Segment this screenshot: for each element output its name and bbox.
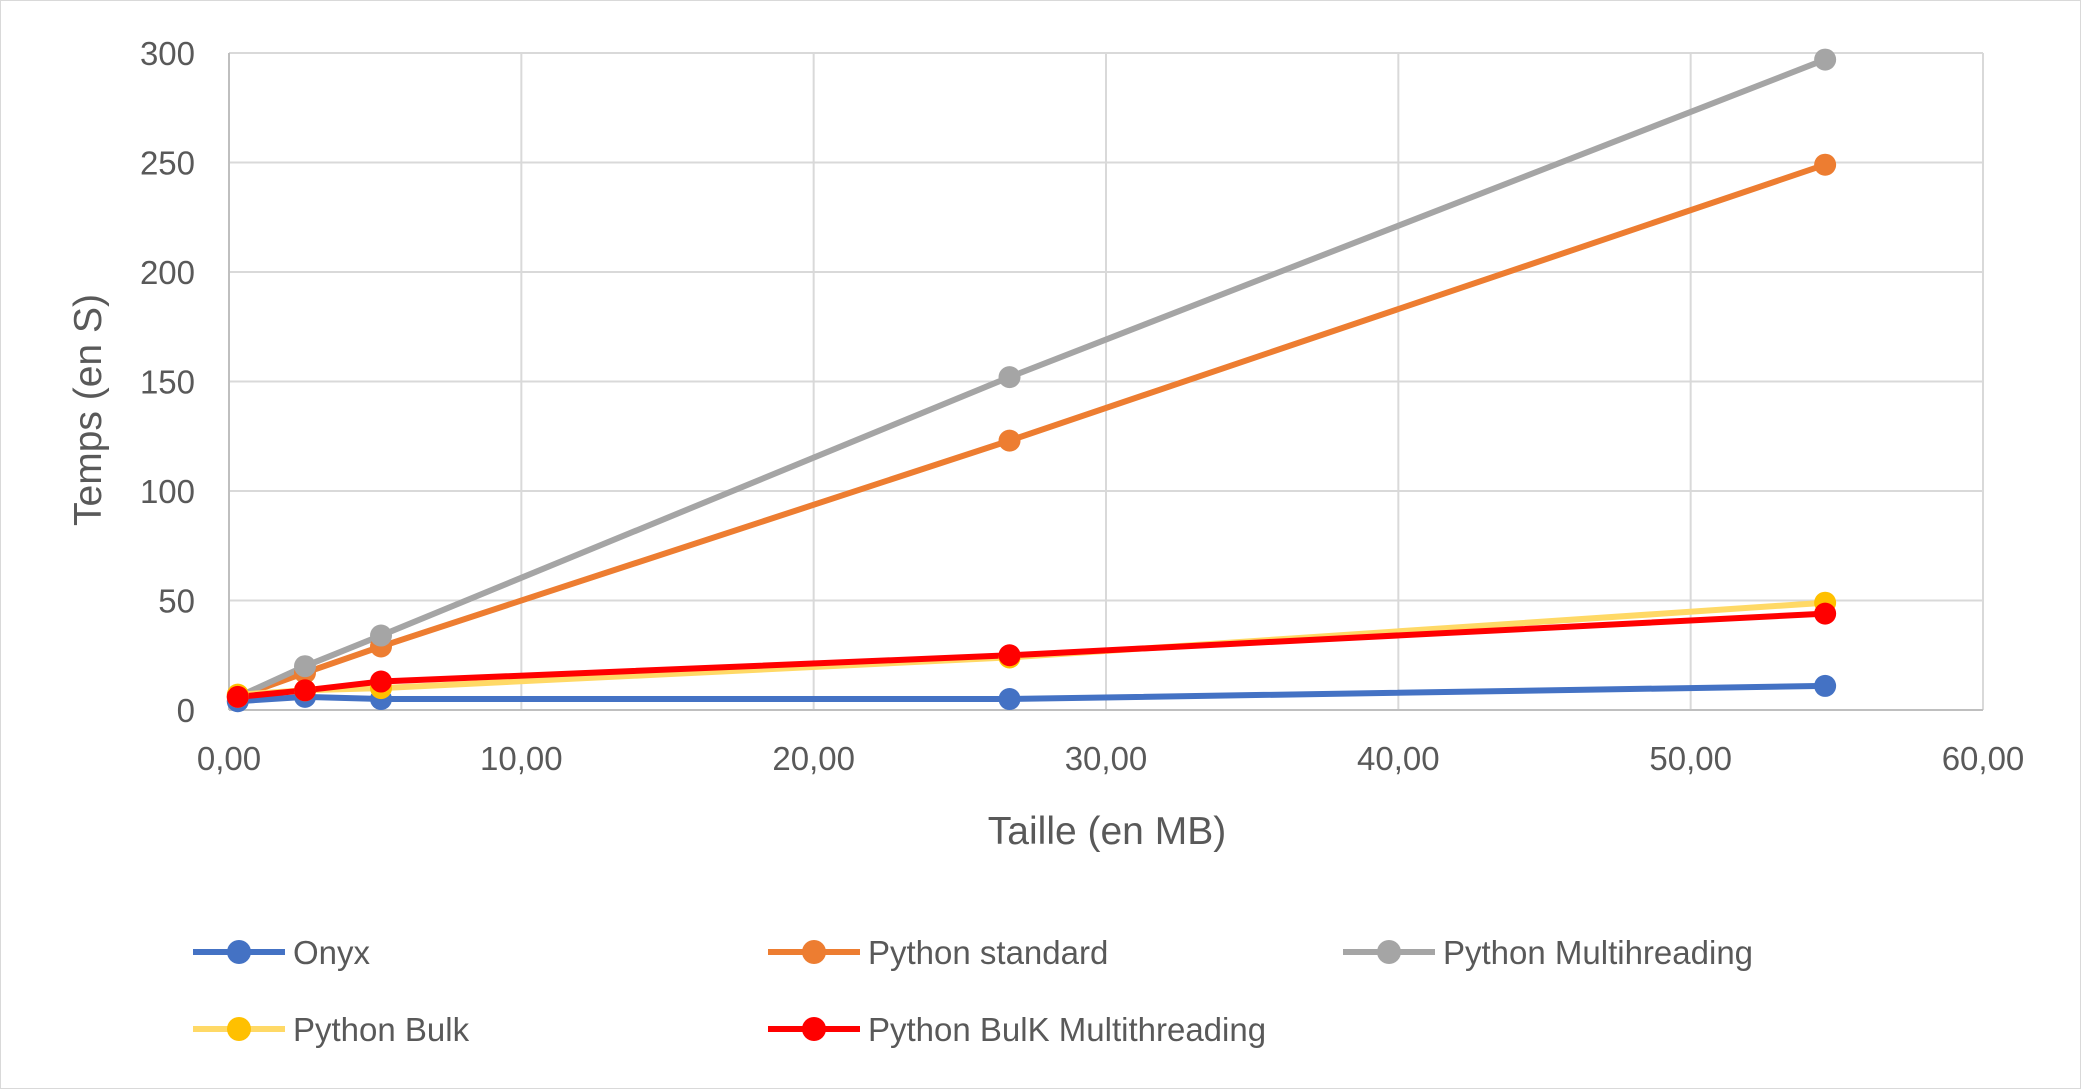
legend-item-python-multihreading: Python Multihreading <box>1343 934 1753 971</box>
legend-marker <box>1377 940 1401 964</box>
series-lines <box>234 56 1829 705</box>
data-point-onyx <box>1814 674 1837 697</box>
x-tick-label: 60,00 <box>1942 740 2025 777</box>
x-tick-label: 10,00 <box>480 740 563 777</box>
legend-label: Onyx <box>293 934 371 971</box>
y-tick-label: 100 <box>140 473 195 510</box>
y-tick-label: 250 <box>140 145 195 182</box>
axes <box>228 53 1983 711</box>
legend-item-onyx: Onyx <box>193 934 371 971</box>
data-point-python-multihreading <box>1814 48 1837 71</box>
legend-label: Python standard <box>868 934 1108 971</box>
data-point-python-multihreading <box>998 366 1021 389</box>
legend-marker <box>227 940 251 964</box>
y-tick-label: 150 <box>140 364 195 401</box>
tick-labels: 0 50 100 150 200 250 300 0,00 10,00 20,00 30,00 40,… <box>140 35 2024 777</box>
data-point-onyx <box>998 688 1021 711</box>
y-tick-label: 0 <box>177 692 195 729</box>
data-point-python-bulk-multithreading <box>294 679 317 702</box>
legend-label: Python Bulk <box>293 1011 470 1048</box>
data-points <box>226 48 1837 713</box>
x-axis-title: Taille (en MB) <box>988 810 1226 853</box>
legend-label: Python BulK Multithreading <box>868 1011 1266 1048</box>
legend-item-python-bulk-multithreading: Python BulK Multithreading <box>768 1011 1266 1048</box>
data-point-python-standard <box>1814 153 1837 176</box>
data-point-python-bulk-multithreading <box>1814 602 1837 625</box>
x-tick-label: 40,00 <box>1357 740 1440 777</box>
data-point-python-bulk-multithreading <box>370 670 393 693</box>
x-tick-label: 20,00 <box>772 740 855 777</box>
legend-marker <box>802 940 826 964</box>
y-tick-label: 50 <box>158 583 195 620</box>
legend-marker <box>802 1017 826 1041</box>
gridlines <box>229 52 1984 710</box>
x-tick-label: 50,00 <box>1649 740 1732 777</box>
series-line-onyx <box>234 682 1829 705</box>
y-tick-label: 200 <box>140 254 195 291</box>
data-point-python-multihreading <box>294 655 317 678</box>
data-point-python-standard <box>998 429 1021 452</box>
data-point-python-bulk-multithreading <box>998 644 1021 667</box>
legend-item-python-standard: Python standard <box>768 934 1108 971</box>
x-tick-label: 0,00 <box>197 740 261 777</box>
x-tick-label: 30,00 <box>1065 740 1148 777</box>
y-tick-label: 300 <box>140 35 195 72</box>
data-point-python-bulk-multithreading <box>226 685 249 708</box>
data-point-python-multihreading <box>370 624 393 647</box>
legend: Onyx Python standard Python Multihreading P… <box>193 934 1753 1048</box>
legend-item-python-bulk: Python Bulk <box>193 1011 470 1048</box>
legend-marker <box>227 1017 251 1041</box>
legend-label: Python Multihreading <box>1443 934 1753 971</box>
y-axis-title: Temps (en S) <box>67 294 110 526</box>
